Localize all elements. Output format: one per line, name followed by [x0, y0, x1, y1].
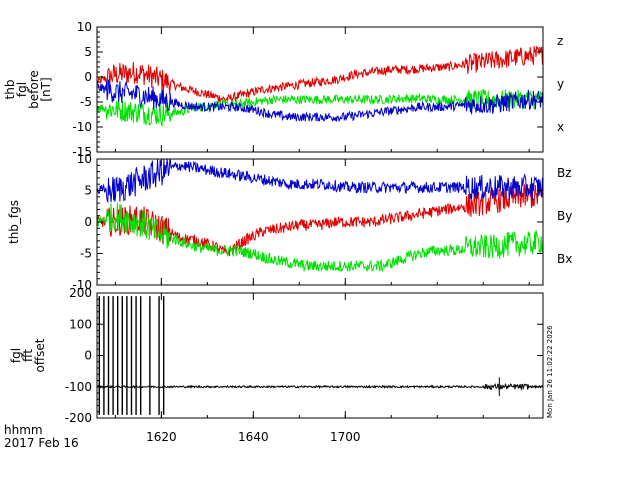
trace-offset-panel-3	[96, 382, 544, 391]
trace-z-panel-1	[96, 45, 544, 104]
ytick-label-2-0: 10	[77, 152, 92, 166]
ytick-label-3-3: -100	[65, 380, 92, 394]
ytick-label-3-1: 100	[69, 317, 92, 331]
legend-by: By	[557, 209, 572, 223]
x-axis-time-label: hhmm	[4, 423, 43, 437]
legend-y: y	[557, 77, 564, 91]
ytick-label-2-4: -10	[72, 278, 92, 292]
ylabel-1-3: [nT]	[39, 77, 53, 101]
timestamp: Mon Jan 26 11:02:22 2026	[546, 325, 554, 418]
ylabel-1-0: thb	[3, 80, 17, 100]
ylabel-3-1: fft	[21, 349, 35, 362]
ytick-label-1-0: 10	[77, 20, 92, 34]
ytick-label-1-5: -15	[72, 145, 92, 159]
ytick-label-3-0: 200	[69, 286, 92, 300]
ytick-label-3-2: 0	[84, 349, 92, 363]
ylabel-3-2: offset	[33, 338, 47, 372]
trace-by-panel-2	[96, 202, 544, 273]
legend-bz: Bz	[557, 166, 572, 180]
ylabel-1-2: before	[27, 70, 41, 109]
xtick-label-0: 1620	[146, 430, 177, 444]
trace-bx-panel-2	[96, 158, 544, 204]
xtick-label-1: 1640	[238, 430, 269, 444]
ylabel-1-1: fgl	[15, 82, 29, 97]
ytick-label-2-2: 0	[84, 215, 92, 229]
ytick-label-1-1: 5	[84, 45, 92, 59]
trace-x-panel-1	[96, 79, 544, 123]
legend-z: z	[557, 34, 563, 48]
trace-y-panel-1	[97, 88, 544, 128]
legend-x: x	[557, 120, 564, 134]
ytick-label-2-3: -5	[80, 247, 92, 261]
ytick-label-1-3: -5	[80, 95, 92, 109]
ytick-label-3-4: -200	[65, 411, 92, 425]
date-label: 2017 Feb 16	[4, 436, 79, 450]
ytick-label-1-4: -10	[72, 120, 92, 134]
panel-frame-1	[96, 26, 544, 153]
ylabel-2-0: thb_fgs	[7, 200, 21, 244]
ytick-label-2-1: 5	[84, 184, 92, 198]
legend-bx: Bx	[557, 252, 572, 266]
ylabel-3-0: fgl	[9, 348, 23, 363]
ytick-label-1-2: 0	[84, 70, 92, 84]
xtick-label-2: 1700	[330, 430, 361, 444]
